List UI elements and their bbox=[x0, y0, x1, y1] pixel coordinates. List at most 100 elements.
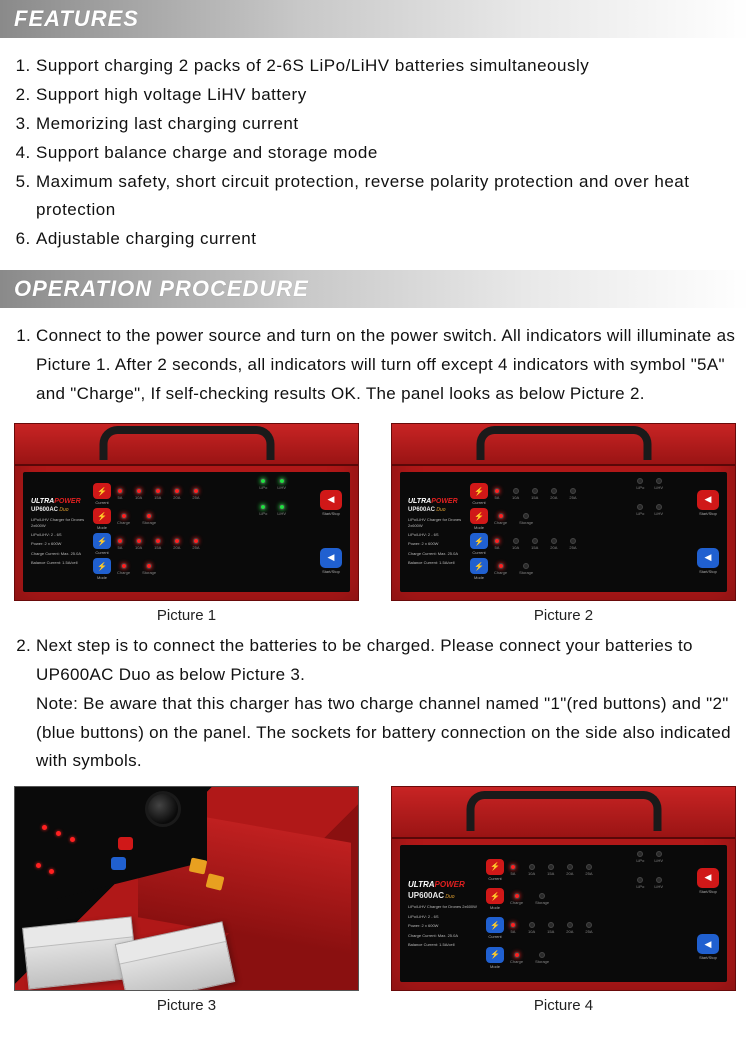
current-label: Current bbox=[470, 550, 488, 555]
brand-prefix: ULTRA bbox=[408, 880, 435, 889]
channel-1-row: ⚡Current 5A 10A 15A 20A 25A bbox=[93, 483, 259, 505]
mode-button-ch1: ⚡ bbox=[470, 508, 488, 524]
led-storage-ch2 bbox=[523, 563, 529, 569]
current-label: Current bbox=[486, 876, 504, 881]
picture-2-box: ULTRAPOWER UP600AC Duo LiPo/LiHV Charger… bbox=[391, 423, 736, 624]
channel-2-row: ⚡Current 5A 10A 15A 20A 25A bbox=[470, 533, 636, 555]
step-2-line-1: Next step is to connect the batteries to… bbox=[36, 636, 693, 684]
led-lipo-ch1 bbox=[637, 478, 643, 484]
chem-leds: LiPo LiHV LiPo LiHV bbox=[259, 478, 286, 586]
lightning-icon: ⚡ bbox=[97, 487, 107, 496]
start-label: Start/Stop bbox=[699, 569, 717, 574]
model-variant: Duo bbox=[436, 507, 445, 513]
device-picture-3 bbox=[14, 786, 359, 991]
led-15a-ch2 bbox=[548, 922, 554, 928]
led-15a-ch1 bbox=[548, 864, 554, 870]
current-button-ch1: ⚡ bbox=[486, 859, 504, 875]
led-25a-ch2 bbox=[193, 538, 199, 544]
step-2: Next step is to connect the batteries to… bbox=[36, 632, 736, 776]
led-storage-ch2 bbox=[539, 952, 545, 958]
spec-line: Balance Current: 1.5A/cell bbox=[31, 560, 93, 565]
spec-line: Charge Current: Max. 25.0A bbox=[408, 933, 486, 938]
channel-1-mode-row: ⚡Mode Charge Storage bbox=[486, 888, 636, 910]
brand-suffix: POWER bbox=[431, 498, 457, 505]
operation-steps-cont: Next step is to connect the batteries to… bbox=[14, 632, 736, 776]
spec-line: Charge Current: Max. 25.0A bbox=[31, 551, 93, 556]
led-10a-ch1 bbox=[529, 864, 535, 870]
current-button-ch2: ⚡ bbox=[486, 917, 504, 933]
start-button-ch1: ◀ bbox=[697, 490, 719, 510]
start-label: Start/Stop bbox=[699, 955, 717, 960]
play-icon: ◀ bbox=[705, 872, 712, 883]
led-15a-ch2 bbox=[532, 538, 538, 544]
model-variant: Duo bbox=[445, 894, 454, 900]
led-25a-ch1 bbox=[193, 488, 199, 494]
current-label: Current bbox=[93, 500, 111, 505]
tagline: LiPo/LiHV Charger for Drones 2x600W bbox=[408, 904, 486, 909]
control-panel: ULTRAPOWER UP600AC Duo LiPo/LiHV Charger… bbox=[400, 472, 727, 592]
panel-mid: ⚡Current 5A 10A 15A 20A 25A ⚡Mode bbox=[93, 478, 259, 586]
feature-item: Memorizing last charging current bbox=[36, 110, 736, 139]
lightning-icon: ⚡ bbox=[474, 487, 484, 496]
led-lipo-ch2 bbox=[637, 504, 643, 510]
control-panel: ULTRAPOWER UP600AC Duo LiPo/LiHV Charger… bbox=[400, 845, 727, 982]
start-button-ch1 bbox=[118, 837, 133, 850]
panel-right: ◀Start/Stop ◀Start/Stop bbox=[669, 851, 719, 976]
mode-button-ch2: ⚡ bbox=[486, 947, 504, 963]
led-20a-ch1 bbox=[567, 864, 573, 870]
led-25a-ch1 bbox=[586, 864, 592, 870]
led-charge-ch1 bbox=[498, 513, 504, 519]
spec-line: Power: 2 x 600W bbox=[408, 541, 470, 546]
led-5a-ch1 bbox=[117, 488, 123, 494]
led-25a-ch2 bbox=[570, 538, 576, 544]
spec-line: Power: 2 x 600W bbox=[31, 541, 93, 546]
channel-2-row: ⚡Current 5A 10A 15A 20A 25A bbox=[93, 533, 259, 555]
led-10a-ch1 bbox=[513, 488, 519, 494]
led-lihv-ch2 bbox=[656, 877, 662, 883]
led-15a-ch2 bbox=[155, 538, 161, 544]
caption-1: Picture 1 bbox=[157, 607, 216, 624]
current-label: Current bbox=[470, 500, 488, 505]
led-25a-ch2 bbox=[586, 922, 592, 928]
panel-left-labels: ULTRAPOWER UP600AC Duo LiPo/LiHV Charger… bbox=[31, 478, 93, 586]
led-charge-ch2 bbox=[121, 563, 127, 569]
led-10a-ch2 bbox=[513, 538, 519, 544]
device-handle bbox=[476, 426, 651, 460]
mode-label: Mode bbox=[470, 525, 488, 530]
chem-leds: LiPo LiHV LiPo LiHV bbox=[636, 851, 663, 976]
led-20a-ch2 bbox=[567, 922, 573, 928]
panel-mid: ⚡Current 5A 10A 15A 20A 25A ⚡Mode bbox=[486, 851, 636, 976]
channel-2-row: ⚡Current 5A 10A 15A 20A 25A bbox=[486, 917, 636, 939]
step-2-line-2: Note: Be aware that this charger has two… bbox=[36, 694, 731, 771]
spec-line: Balance Current: 1.5A/cell bbox=[408, 942, 486, 947]
play-icon: ◀ bbox=[328, 552, 335, 563]
start-button-ch2 bbox=[111, 857, 126, 870]
start-label: Start/Stop bbox=[322, 511, 340, 516]
pictures-row-1: ULTRAPOWER UP600AC Duo LiPo/LiHV Charger… bbox=[14, 423, 736, 624]
play-icon: ◀ bbox=[705, 494, 712, 505]
current-label: Current bbox=[93, 550, 111, 555]
picture-3-box: Picture 3 bbox=[14, 786, 359, 1014]
device-handle bbox=[466, 791, 661, 831]
pictures-row-2: Picture 3 ULTRAPOWER UP600AC Duo LiPo/Li… bbox=[14, 786, 736, 1014]
channel-1-mode-row: ⚡Mode Charge Storage bbox=[93, 508, 259, 530]
step-1: Connect to the power source and turn on … bbox=[36, 322, 736, 409]
led-indicator bbox=[36, 863, 41, 868]
mode-label: Mode bbox=[470, 575, 488, 580]
panel-right: ◀Start/Stop ◀Start/Stop bbox=[292, 478, 342, 586]
start-button-ch1: ◀ bbox=[320, 490, 342, 510]
model: UP600AC bbox=[408, 507, 435, 513]
channel-1-mode-row: ⚡Mode Charge Storage bbox=[470, 508, 636, 530]
current-button-ch2: ⚡ bbox=[93, 533, 111, 549]
spec-line: Power: 2 x 600W bbox=[408, 923, 486, 928]
feature-item: Support balance charge and storage mode bbox=[36, 139, 736, 168]
led-storage-ch2 bbox=[146, 563, 152, 569]
led-lihv-ch1 bbox=[279, 478, 285, 484]
brand-suffix: POWER bbox=[435, 880, 465, 889]
lightning-icon: ⚡ bbox=[490, 950, 500, 959]
current-button-ch2: ⚡ bbox=[470, 533, 488, 549]
operation-content: Connect to the power source and turn on … bbox=[0, 322, 750, 1038]
led-storage-ch1 bbox=[146, 513, 152, 519]
mode-button-ch1: ⚡ bbox=[93, 508, 111, 524]
control-panel: ULTRAPOWER UP600AC Duo LiPo/LiHV Charger… bbox=[23, 472, 350, 592]
